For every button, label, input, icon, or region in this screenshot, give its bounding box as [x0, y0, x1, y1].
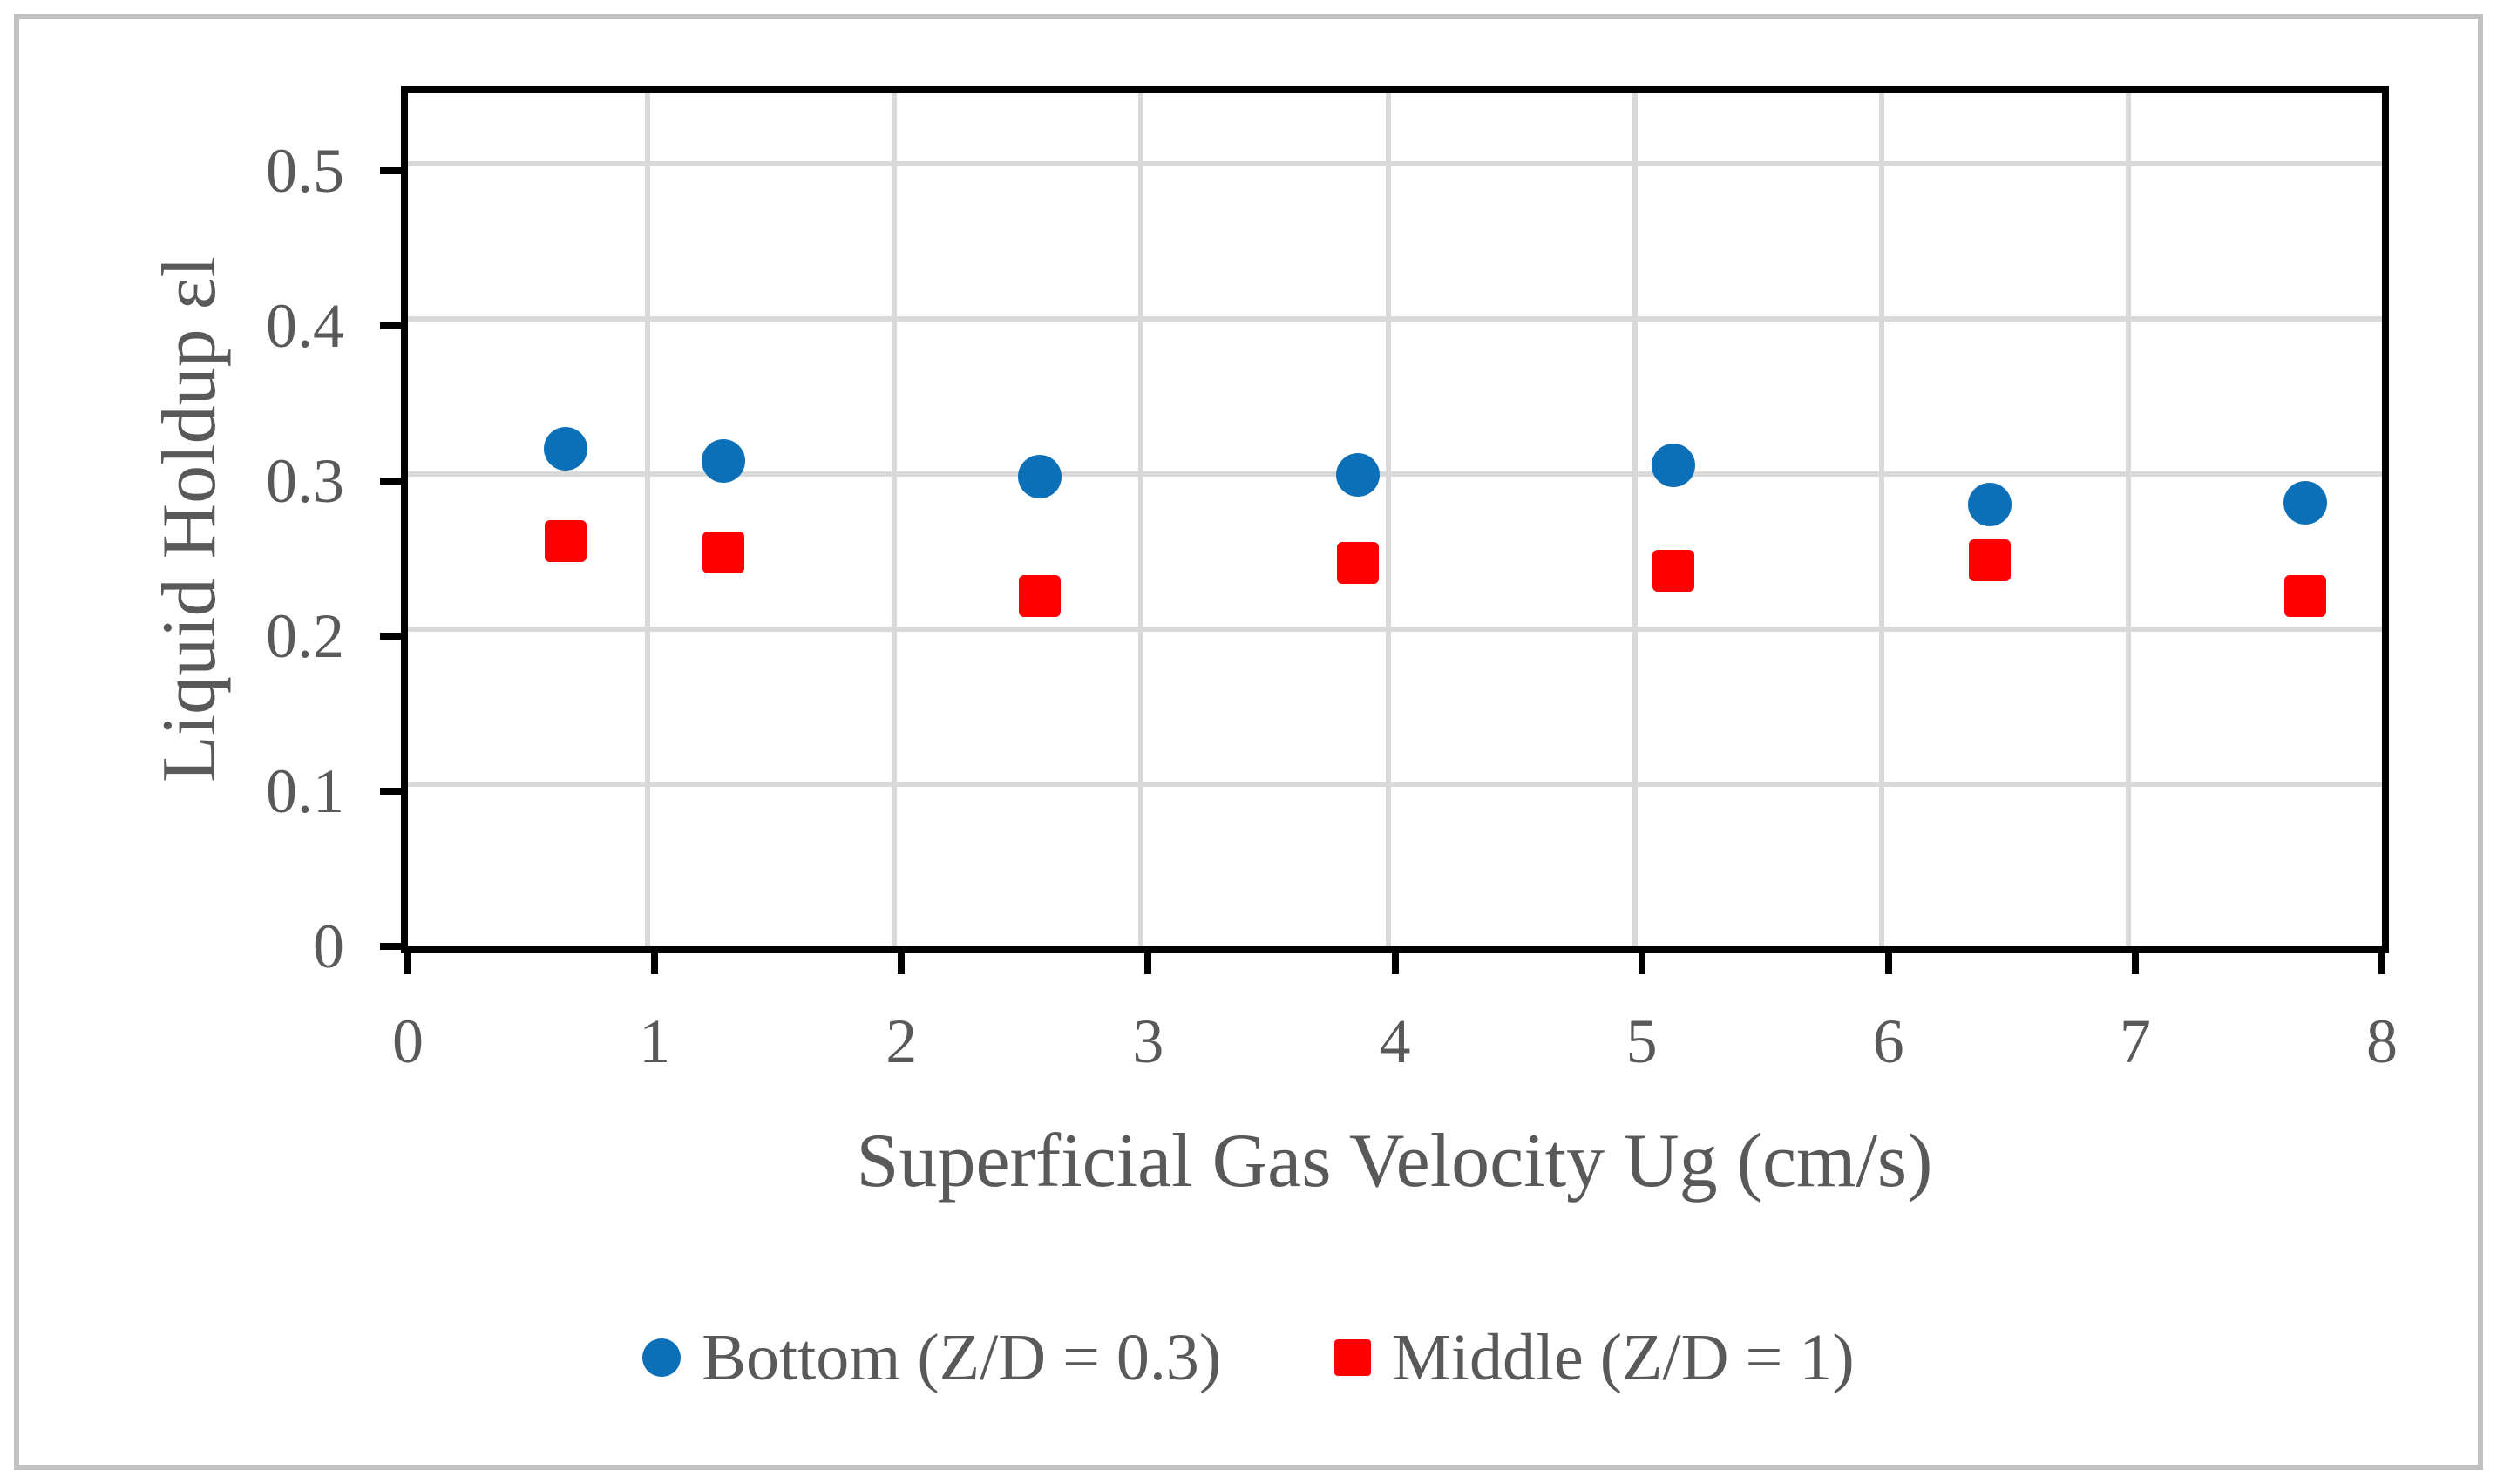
y-tick-label: 0.5	[266, 136, 344, 206]
data-point-middle	[2284, 574, 2327, 617]
data-point-middle	[1018, 574, 1061, 617]
x-tick-label: 3	[1132, 1006, 1164, 1076]
v-gridline	[1138, 93, 1144, 946]
y-tick-label: 0.4	[266, 291, 344, 361]
y-tick-label: 0.3	[266, 446, 344, 516]
x-axis-tick	[2131, 953, 2139, 974]
y-axis-title: Liquid Holdup εl	[147, 255, 232, 783]
h-gridline	[408, 782, 2382, 787]
v-gridline	[645, 93, 651, 946]
data-point-bottom	[1017, 454, 1062, 498]
h-gridline	[408, 627, 2382, 632]
x-tick-label: 7	[2119, 1006, 2151, 1076]
v-gridline	[1632, 93, 1638, 946]
x-axis-tick	[898, 953, 906, 974]
x-tick-label: 2	[885, 1006, 918, 1076]
y-axis-tick	[380, 478, 401, 485]
x-axis-title: Superficial Gas Velocity Ug (cm/s)	[856, 1119, 1933, 1203]
data-point-bottom	[1336, 452, 1381, 497]
x-axis-tick	[1884, 953, 1892, 974]
y-tick-label: 0.2	[266, 601, 344, 671]
y-axis-tick	[380, 633, 401, 640]
data-point-bottom	[702, 438, 746, 483]
y-axis-tick	[380, 943, 401, 950]
v-gridline	[892, 93, 898, 946]
v-gridline	[2125, 93, 2131, 946]
x-axis-tick	[1638, 953, 1645, 974]
legend-label-middle: Middle (Z/D = 1)	[1392, 1321, 1855, 1394]
x-axis-tick	[1144, 953, 1152, 974]
v-gridline	[1878, 93, 1884, 946]
x-tick-label: 4	[1379, 1006, 1411, 1076]
legend-item-middle: Middle (Z/D = 1)	[1334, 1314, 1855, 1401]
legend: Bottom (Z/D = 0.3) Middle (Z/D = 1)	[0, 1314, 2497, 1401]
x-tick-label: 0	[392, 1006, 424, 1076]
y-axis-tick	[380, 788, 401, 795]
y-tick-label: 0	[313, 911, 344, 981]
plot-area	[401, 86, 2389, 953]
x-axis-tick	[404, 953, 411, 974]
x-tick-label: 5	[1625, 1006, 1658, 1076]
x-tick-label: 1	[639, 1006, 671, 1076]
legend-item-bottom: Bottom (Z/D = 0.3)	[642, 1314, 1221, 1401]
h-gridline	[408, 161, 2382, 166]
data-point-middle	[1652, 550, 1695, 593]
h-gridline	[408, 471, 2382, 477]
y-axis-tick	[380, 167, 401, 174]
data-point-middle	[1968, 539, 2011, 581]
h-gridline	[408, 316, 2382, 322]
y-tick-label: 0.1	[266, 756, 344, 826]
v-gridline	[1385, 93, 1391, 946]
data-point-bottom	[2283, 480, 2328, 525]
x-axis-tick	[651, 953, 659, 974]
figure-border	[14, 14, 2483, 1470]
x-tick-label: 6	[1872, 1006, 1904, 1076]
data-point-bottom	[1652, 444, 1696, 488]
x-tick-label: 8	[2366, 1006, 2398, 1076]
x-axis-tick	[1391, 953, 1399, 974]
data-point-middle	[702, 531, 745, 573]
data-point-middle	[545, 520, 587, 563]
data-point-bottom	[1967, 482, 2012, 526]
x-axis-tick	[2378, 953, 2385, 974]
data-point-middle	[1337, 542, 1380, 585]
legend-square-marker-icon	[1334, 1339, 1372, 1376]
legend-label-bottom: Bottom (Z/D = 0.3)	[702, 1321, 1222, 1394]
data-point-bottom	[544, 426, 588, 471]
legend-circle-marker-icon	[642, 1338, 682, 1377]
y-axis-tick	[380, 322, 401, 329]
